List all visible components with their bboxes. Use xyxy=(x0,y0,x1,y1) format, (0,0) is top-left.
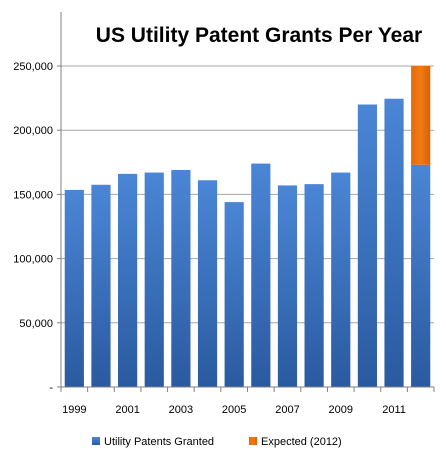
bar-granted-2002 xyxy=(144,172,164,387)
x-tick-label: 1999 xyxy=(62,404,86,416)
y-tick-label: 100,000 xyxy=(13,254,53,266)
x-tick-label: 2007 xyxy=(275,404,299,416)
y-axis: - 50,000 100,000 150,000 200,000 250,000 xyxy=(13,12,62,394)
bar-granted-2003 xyxy=(171,170,191,387)
y-tick-label: 150,000 xyxy=(13,189,53,201)
bar-granted-2009 xyxy=(331,172,351,387)
x-tick-label: 2005 xyxy=(222,404,246,416)
y-tick-label: - xyxy=(49,382,53,394)
bar-granted-2005 xyxy=(224,202,244,387)
y-tick-label: 50,000 xyxy=(19,318,53,330)
bar-granted-2012 xyxy=(411,164,431,387)
bar-granted-2000 xyxy=(91,184,111,387)
bar-granted-2007 xyxy=(277,185,298,387)
legend-swatch xyxy=(249,437,257,445)
bar-expected-2012 xyxy=(411,66,431,165)
bar-granted-2004 xyxy=(197,180,218,387)
bar-granted-2011 xyxy=(384,98,404,387)
chart-title: US Utility Patent Grants Per Year xyxy=(96,24,422,47)
legend-label: Utility Patents Granted xyxy=(104,436,214,448)
x-tick-label: 2001 xyxy=(115,404,139,416)
bar-granted-2008 xyxy=(304,184,324,387)
y-tick-label: 200,000 xyxy=(13,125,53,137)
x-tick-label: 2003 xyxy=(169,404,193,416)
bars xyxy=(64,66,431,388)
bar-granted-2010 xyxy=(357,104,377,388)
x-tick-label: 2009 xyxy=(329,404,353,416)
bar-granted-2006 xyxy=(251,163,271,387)
x-tick-label: 2011 xyxy=(382,404,406,416)
legend-swatch xyxy=(92,437,100,445)
grid-lines xyxy=(61,65,434,324)
legend-label: Expected (2012) xyxy=(261,436,342,448)
legend: Utility Patents Granted Expected (2012) xyxy=(92,436,342,448)
bar-granted-1999 xyxy=(64,189,84,387)
y-tick-label: 250,000 xyxy=(13,61,53,73)
x-axis: 1999 2001 2003 2005 2007 2009 2011 xyxy=(60,386,435,416)
bar-granted-2001 xyxy=(118,173,138,387)
